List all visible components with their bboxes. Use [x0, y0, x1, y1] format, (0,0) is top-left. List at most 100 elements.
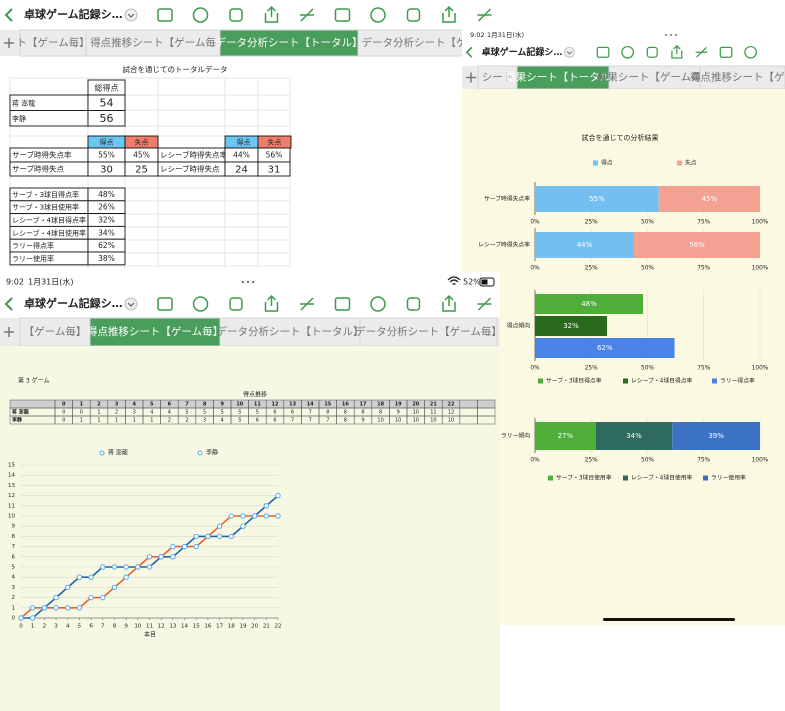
table-header: 7: [185, 402, 189, 408]
back-button[interactable]: [4, 8, 13, 22]
back-button[interactable]: [4, 297, 13, 311]
sheet-tab-label[interactable]: 結果シート【ゲーム毎】: [597, 71, 712, 84]
toolbar-icon[interactable]: [719, 46, 733, 58]
sheet-tab[interactable]: [85, 29, 221, 57]
x-tick-label: 2: [43, 624, 47, 630]
sheet-tab-label[interactable]: データ分析シート【ゲ: [362, 36, 467, 49]
sheet-tab[interactable]: [89, 317, 221, 347]
y-tick-label: 5: [12, 565, 16, 571]
sheet-tab-label[interactable]: 得点推移シート【ゲーム毎: [90, 36, 216, 49]
toolbar-icon[interactable]: [671, 44, 683, 59]
data-point: [76, 574, 83, 580]
toolbar-icon[interactable]: [596, 46, 610, 58]
add-sheet-button[interactable]: [4, 327, 14, 337]
sheet-tab-label[interactable]: 得点推移シート【ゲーム毎】: [87, 325, 223, 338]
toolbar-icon[interactable]: [695, 46, 708, 58]
value-label: 39%: [708, 432, 724, 440]
toolbar-icon[interactable]: [744, 45, 757, 59]
sheet-tab-label[interactable]: データ分析シート【トータル】: [216, 36, 363, 49]
toolbar-wrap: 卓球ゲーム記録シ…: [0, 290, 500, 318]
multitask-dot: [670, 34, 672, 36]
cell-text: 31: [268, 165, 281, 176]
data-point: [216, 533, 223, 540]
table-header: 6: [168, 402, 172, 408]
table-cell-text: 5: [238, 410, 241, 416]
table-cell-text: 1: [80, 418, 83, 424]
toolbar-icon[interactable]: [646, 46, 658, 58]
cell-text: 44%: [233, 151, 250, 160]
battery-icon: [479, 277, 495, 287]
cell-text: 26%: [98, 203, 115, 212]
toolbar-icon[interactable]: [157, 297, 173, 311]
sheet-tab[interactable]: [19, 29, 87, 57]
data-point: [251, 513, 258, 519]
table-cell-text: 10: [377, 418, 383, 424]
toolbar-icon[interactable]: [477, 297, 492, 311]
y-tick-label: 14: [8, 473, 15, 479]
sheet-tab-label[interactable]: データ分析シート【トータル】: [217, 325, 364, 338]
table-header: 14: [307, 402, 314, 408]
category-label: サーブ時得失点率: [484, 195, 530, 203]
toolbar-icon[interactable]: [264, 294, 279, 312]
toolbar-icon[interactable]: [442, 294, 456, 312]
sheet-tab-label[interactable]: 【ゲーム毎】: [24, 325, 87, 338]
wifi-icon: [447, 276, 461, 285]
table-cell-text: 7: [309, 418, 312, 424]
toolbar-icon[interactable]: [406, 297, 421, 311]
legend-marker: [197, 450, 203, 456]
toolbar-icon[interactable]: [477, 8, 492, 22]
table-cell-text: 9: [361, 418, 364, 424]
toolbar-icon[interactable]: [157, 8, 173, 22]
data-point: [18, 615, 24, 621]
sheet-tab[interactable]: [357, 29, 471, 57]
legend-label: ラリー得点率: [720, 377, 755, 385]
cell-text: ラリー使用率: [12, 254, 54, 263]
add-sheet-button[interactable]: [4, 38, 14, 48]
toolbar-icon[interactable]: [229, 297, 243, 311]
title-menu[interactable]: [124, 8, 138, 22]
y-tick-label: 0: [12, 616, 16, 622]
toolbar-icon[interactable]: [264, 5, 279, 23]
toolbar-icon[interactable]: [334, 297, 351, 311]
x-tick-label: 16: [204, 624, 211, 630]
sheet-tab-label[interactable]: シート: [482, 72, 514, 84]
toolbar-icon[interactable]: [229, 8, 243, 22]
x-tick-label: 8: [113, 624, 117, 630]
x-tick-label: 11: [146, 624, 153, 630]
data-point: [88, 594, 94, 601]
toolbar-icon[interactable]: [370, 296, 386, 312]
toolbar-icon[interactable]: [300, 8, 314, 22]
legend-label: 失点: [685, 159, 697, 167]
table-cell-text: 2: [115, 410, 118, 416]
toolbar-icon[interactable]: [334, 8, 351, 22]
table-header: 21: [430, 402, 437, 408]
toolbar-icon[interactable]: [192, 296, 209, 312]
x-tick-label: 0%: [530, 458, 540, 464]
cell-text: 得点: [237, 138, 251, 147]
sheet-tab-label[interactable]: 結果シート【トータル】: [505, 71, 621, 84]
table-cell-text: 0: [80, 410, 83, 416]
sheet-tab-label[interactable]: ト【ゲーム毎】: [16, 36, 89, 49]
table-header: 1: [80, 402, 84, 408]
add-sheet-button[interactable]: [466, 72, 476, 83]
toolbar-icon[interactable]: [300, 297, 314, 311]
title-menu[interactable]: [124, 297, 138, 311]
back-button[interactable]: [465, 46, 473, 58]
sheet-tab[interactable]: [359, 317, 498, 347]
toolbar-icon[interactable]: [192, 7, 209, 23]
toolbar-icon[interactable]: [406, 8, 421, 22]
title-menu[interactable]: [564, 46, 575, 58]
data-point: [170, 543, 176, 550]
sheet-tab-label[interactable]: 得点推移シート【ゲー: [690, 71, 785, 84]
toolbar-icon[interactable]: [442, 5, 456, 23]
toolbar-icon[interactable]: [370, 7, 386, 23]
sheet-tab[interactable]: [219, 29, 359, 57]
sheet-tab-label[interactable]: データ分析シート【ゲーム毎】: [355, 325, 502, 338]
value-label: 56%: [689, 241, 705, 249]
x-tick-label: 25%: [585, 458, 598, 464]
toolbar-icon[interactable]: [621, 45, 634, 59]
x-tick-label: 100%: [752, 458, 769, 464]
table-cell-text: 1: [150, 418, 153, 424]
data-point: [29, 605, 36, 611]
x-tick-label: 13: [169, 624, 176, 630]
